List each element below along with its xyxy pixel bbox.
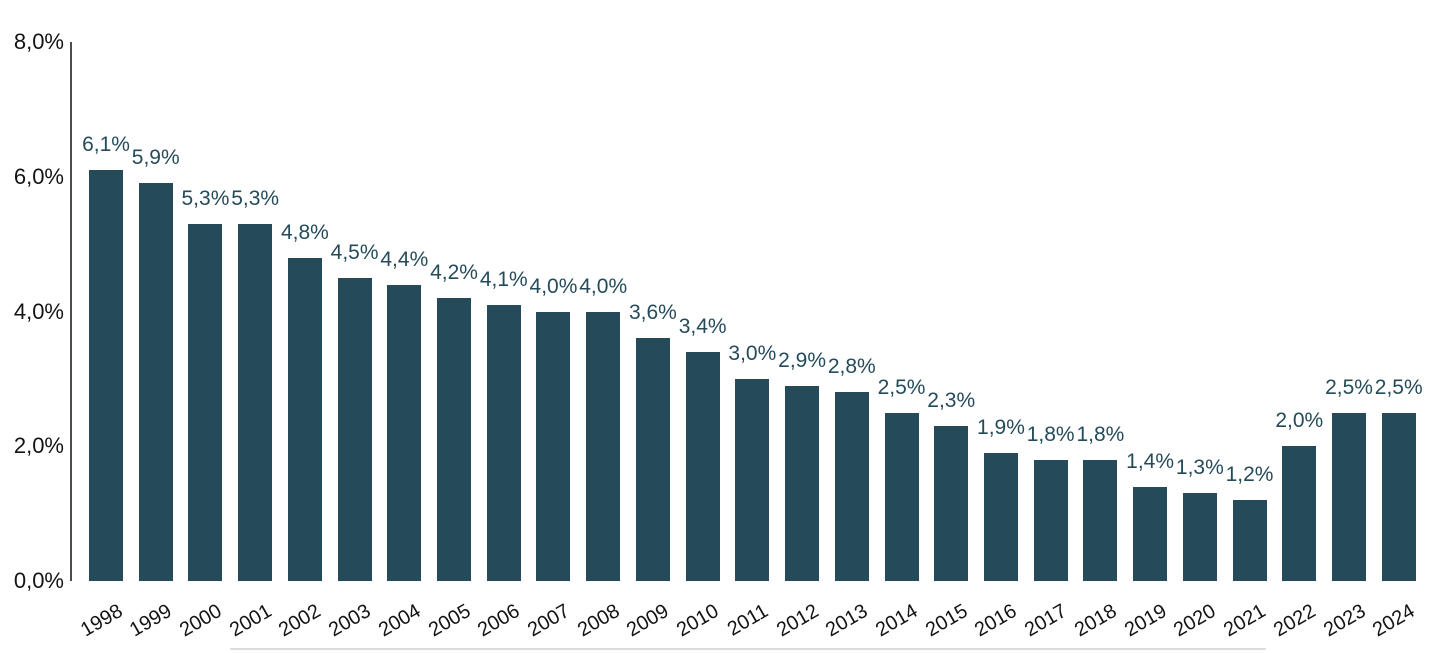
y-axis-tick-label: 4,0% (13, 298, 64, 324)
y-axis-tick-label: 2,0% (13, 433, 64, 459)
bar-2019 (1133, 486, 1168, 581)
x-axis-label-2024: 2024 (1369, 600, 1419, 642)
bar-2020 (1182, 493, 1217, 581)
bar-2023 (1332, 412, 1366, 581)
x-axis-label-2013: 2013 (822, 600, 872, 642)
bar-2012 (785, 385, 820, 581)
bar-2014 (884, 412, 919, 581)
bar-2021 (1232, 500, 1267, 581)
bar-value-label-2001: 5,3% (231, 186, 280, 210)
x-axis-label-2007: 2007 (523, 600, 574, 642)
bar-2002 (287, 257, 322, 581)
bar-2024 (1381, 412, 1416, 581)
bar-2004 (387, 284, 422, 581)
bar-value-label-2015: 2,3% (927, 389, 976, 413)
bar-2022 (1282, 446, 1317, 581)
x-axis-label-1999: 1999 (126, 600, 176, 642)
bar-2001 (238, 223, 273, 581)
bar-2015 (934, 426, 969, 581)
bar-value-label-2022: 2,0% (1275, 409, 1324, 433)
x-axis-label-1998: 1998 (76, 600, 126, 642)
bar-value-label-2016: 1,9% (977, 415, 1025, 439)
bar-value-label-2017: 1,8% (1026, 422, 1075, 446)
bar-value-label-2002: 4,8% (280, 220, 329, 244)
x-axis-label-2003: 2003 (325, 600, 375, 642)
bottom-divider (230, 648, 1266, 650)
bar-value-label-2011: 3,0% (728, 341, 777, 365)
bar-2006 (486, 304, 521, 581)
bar-2009 (635, 338, 670, 581)
bar-2018 (1083, 459, 1118, 581)
bar-2010 (685, 351, 720, 581)
bar-value-label-2023: 2,5% (1325, 375, 1373, 399)
bar-value-label-2010: 3,4% (678, 314, 727, 338)
bar-1998 (89, 170, 123, 581)
bar-value-label-2005: 4,2% (430, 261, 478, 285)
x-axis-label-2018: 2018 (1070, 600, 1121, 642)
bar-2017 (1033, 459, 1068, 581)
x-axis-label-2009: 2009 (623, 600, 673, 642)
x-axis-label-2021: 2021 (1220, 600, 1270, 642)
x-axis-label-2020: 2020 (1170, 600, 1220, 642)
x-axis-label-2022: 2022 (1269, 600, 1320, 642)
x-axis-label-2019: 2019 (1120, 600, 1171, 642)
bar-value-label-2009: 3,6% (628, 301, 677, 325)
bar-value-label-2004: 4,4% (380, 247, 429, 271)
bar-value-label-2007: 4,0% (529, 274, 578, 298)
bar-value-label-2006: 4,1% (479, 267, 528, 291)
y-axis-tick-label: 0,0% (13, 568, 64, 593)
x-axis-label-2016: 2016 (971, 600, 1021, 642)
y-axis-line (70, 42, 72, 581)
bar-value-label-2012: 2,9% (778, 348, 827, 372)
bar-value-label-2021: 1,2% (1225, 463, 1274, 487)
x-axis-label-2004: 2004 (374, 600, 425, 642)
bar-value-label-2013: 2,8% (827, 355, 876, 379)
bar-2013 (834, 392, 869, 581)
bar-value-label-2020: 1,3% (1175, 456, 1224, 480)
x-axis-label-2005: 2005 (424, 600, 475, 642)
x-axis-label-2006: 2006 (474, 600, 524, 642)
x-axis-label-2008: 2008 (573, 600, 624, 642)
bar-value-label-2024: 2,5% (1374, 375, 1423, 399)
x-axis-label-2002: 2002 (275, 600, 325, 642)
bar-value-label-1999: 5,9% (131, 146, 180, 170)
bar-2016 (983, 452, 1018, 581)
bar-value-label-1998: 6,1% (82, 133, 130, 156)
bar-value-label-2014: 2,5% (877, 375, 926, 399)
bar-2008 (586, 311, 621, 581)
bar-value-label-2019: 1,4% (1126, 449, 1175, 473)
x-axis-label-2012: 2012 (772, 600, 823, 642)
bar-1999 (138, 183, 173, 581)
bar-2000 (188, 223, 223, 581)
bar-value-label-2003: 4,5% (330, 240, 379, 264)
bar-value-label-2018: 1,8% (1076, 422, 1125, 446)
x-axis-label-2000: 2000 (175, 600, 226, 642)
x-axis-label-2015: 2015 (921, 600, 972, 642)
x-axis-label-2001: 2001 (225, 600, 276, 642)
x-axis-label-2017: 2017 (1021, 600, 1071, 642)
bar-value-label-2008: 4,0% (579, 274, 628, 298)
bar-2011 (735, 378, 770, 581)
bar-value-label-2000: 5,3% (181, 186, 230, 210)
x-axis-label-2010: 2010 (673, 600, 723, 642)
bar-2003 (337, 277, 372, 581)
y-axis-tick-label: 6,0% (13, 163, 64, 189)
bar-2007 (536, 311, 571, 581)
x-axis-label-2023: 2023 (1319, 600, 1369, 642)
bar-2005 (437, 298, 472, 581)
y-axis-tick-label: 8,0% (13, 29, 64, 54)
x-axis-label-2014: 2014 (871, 600, 922, 642)
x-axis-label-2011: 2011 (724, 600, 773, 641)
